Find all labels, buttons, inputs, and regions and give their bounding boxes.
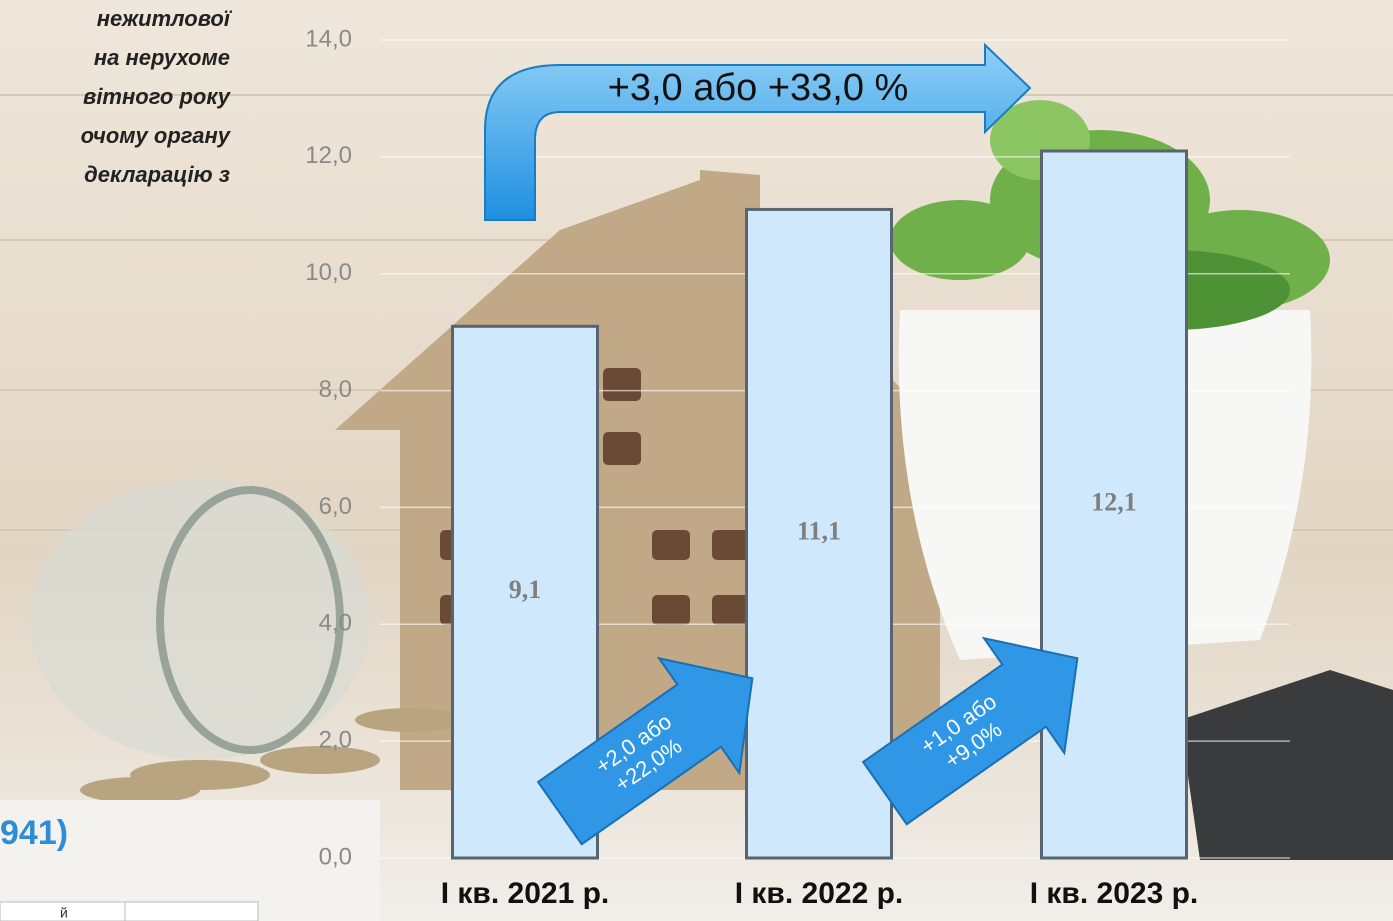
y-tick-label: 14,0 — [305, 25, 352, 52]
side-line: на нерухоме — [94, 45, 230, 70]
side-line: очому органу — [81, 123, 232, 148]
x-tick-label: І кв. 2021 р. — [441, 877, 610, 910]
y-tick-label: 2,0 — [319, 726, 352, 753]
side-line: вітного року — [83, 84, 232, 109]
side-line: нежитлової — [97, 6, 233, 31]
growth-arrow — [484, 42, 1032, 221]
y-tick-label: 0,0 — [319, 843, 352, 870]
small-arrow: +2,0 або+22,0% — [536, 656, 754, 846]
value-label: 12,1 — [1091, 487, 1137, 516]
y-tick-label: 4,0 — [319, 610, 352, 637]
arrow-shape — [861, 636, 1079, 826]
y-tick-label: 8,0 — [319, 376, 352, 403]
x-tick-label: І кв. 2022 р. — [735, 877, 904, 910]
value-label: 11,1 — [797, 517, 841, 546]
table-fragment: й — [60, 905, 68, 921]
arrow-shape — [536, 656, 754, 846]
y-tick-label: 10,0 — [305, 259, 352, 286]
side-text: нежитлової на нерухоме вітного року очому о… — [81, 6, 233, 187]
x-tick-label: І кв. 2023 р. — [1030, 877, 1199, 910]
annotation: +3,0 або +33,0 % — [608, 67, 909, 109]
value-label: 9,1 — [509, 575, 542, 604]
bar — [745, 207, 893, 860]
y-tick-label: 12,0 — [305, 142, 352, 169]
side-line: декларацію з — [84, 162, 230, 187]
y-tick-label: 6,0 — [319, 493, 352, 520]
side-code: 941) — [0, 814, 68, 852]
